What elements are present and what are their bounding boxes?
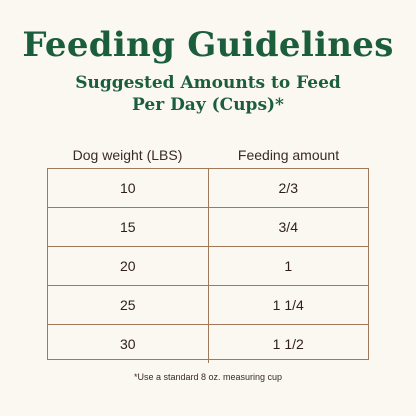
subtitle-line-2: Per Day (Cups)*: [132, 95, 284, 115]
table-header: Dog weight (LBS) Feeding amount: [47, 147, 369, 163]
weight-cell: 10: [48, 169, 209, 207]
amount-cell: 1 1/2: [272, 336, 304, 352]
subtitle: Suggested Amounts to Feed Per Day (Cups)…: [0, 72, 416, 116]
weight-cell: 30: [48, 325, 209, 363]
amount-cell: 1: [284, 258, 293, 274]
amount-cell: 2/3: [278, 180, 298, 196]
amount-cell: 3/4: [278, 219, 298, 235]
table-row: 30 1 1/2: [48, 325, 368, 363]
subtitle-line-1: Suggested Amounts to Feed: [75, 73, 341, 93]
weight-cell: 25: [48, 286, 209, 324]
footnote: *Use a standard 8 oz. measuring cup: [133, 372, 283, 382]
table-row: 10 2/3: [48, 169, 368, 208]
weight-cell: 15: [48, 208, 209, 246]
amount-cell: 1 1/4: [272, 297, 304, 313]
weight-cell: 20: [48, 247, 209, 285]
table-row: 15 3/4: [48, 208, 368, 247]
column-header-dog-weight: Dog weight (LBS): [72, 147, 183, 163]
feeding-table: 10 2/3 15 3/4 20 1 25 1 1/4 30 1 1/2: [47, 168, 369, 363]
table-row: 25 1 1/4: [48, 286, 368, 325]
table-row: 20 1: [48, 247, 368, 286]
page-title: Feeding Guidelines: [22, 25, 394, 65]
column-header-feeding-amount: Feeding amount: [237, 147, 340, 163]
